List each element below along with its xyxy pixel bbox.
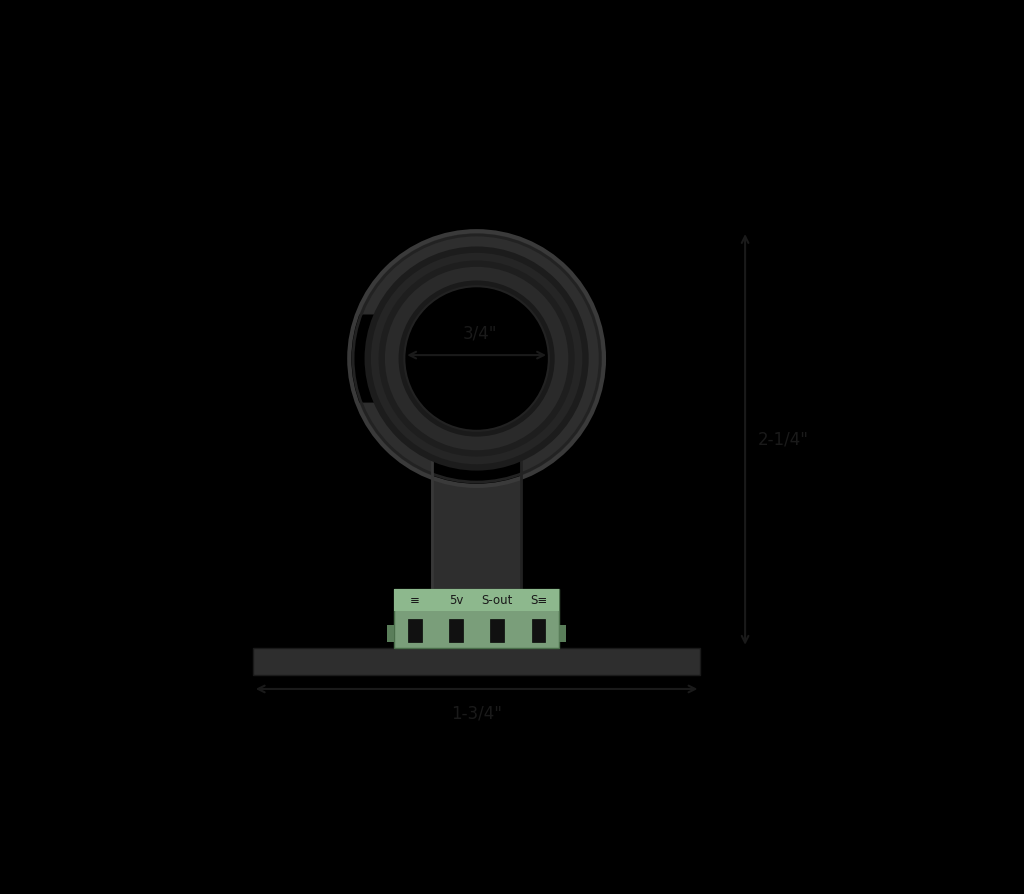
Text: 3/4": 3/4" bbox=[463, 325, 498, 342]
Text: 1-3/4": 1-3/4" bbox=[452, 704, 502, 722]
Polygon shape bbox=[357, 232, 604, 589]
Bar bbox=[408, 619, 422, 642]
Circle shape bbox=[379, 260, 574, 457]
Bar bbox=[531, 619, 546, 642]
Circle shape bbox=[398, 281, 555, 436]
Bar bbox=[450, 619, 463, 642]
Bar bbox=[394, 589, 559, 611]
Text: ≡: ≡ bbox=[410, 594, 420, 607]
Bar bbox=[253, 647, 700, 675]
Circle shape bbox=[371, 253, 583, 464]
Text: 5v: 5v bbox=[449, 594, 463, 607]
Circle shape bbox=[404, 286, 549, 431]
Bar bbox=[490, 619, 504, 642]
Bar bbox=[387, 625, 394, 642]
Circle shape bbox=[385, 266, 568, 451]
Bar bbox=[394, 589, 559, 647]
Circle shape bbox=[365, 247, 589, 470]
Text: S-out: S-out bbox=[481, 594, 513, 607]
Text: 2-1/4": 2-1/4" bbox=[758, 430, 809, 449]
Bar bbox=[559, 625, 566, 642]
Text: S≡: S≡ bbox=[530, 594, 547, 607]
